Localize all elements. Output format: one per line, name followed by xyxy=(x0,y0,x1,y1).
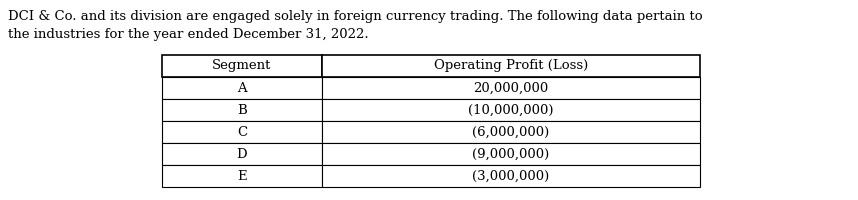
Bar xyxy=(322,55,700,77)
Bar xyxy=(322,77,700,99)
Bar xyxy=(322,121,700,143)
Bar xyxy=(162,55,322,77)
Text: Operating Profit (Loss): Operating Profit (Loss) xyxy=(434,60,588,72)
Bar xyxy=(322,99,700,121)
Bar xyxy=(162,99,322,121)
Bar xyxy=(162,77,322,99)
Text: (10,000,000): (10,000,000) xyxy=(468,104,553,116)
Text: A: A xyxy=(237,82,247,95)
Bar xyxy=(322,165,700,187)
Text: (3,000,000): (3,000,000) xyxy=(473,170,550,182)
Text: the industries for the year ended December 31, 2022.: the industries for the year ended Decemb… xyxy=(8,28,369,41)
Text: Segment: Segment xyxy=(212,60,272,72)
Bar xyxy=(162,121,322,143)
Text: DCI & Co. and its division are engaged solely in foreign currency trading. The f: DCI & Co. and its division are engaged s… xyxy=(8,10,703,23)
Text: D: D xyxy=(237,148,247,160)
Bar xyxy=(162,143,322,165)
Text: B: B xyxy=(237,104,247,116)
Text: C: C xyxy=(237,126,247,138)
Text: 20,000,000: 20,000,000 xyxy=(474,82,548,95)
Bar xyxy=(322,143,700,165)
Text: E: E xyxy=(237,170,247,182)
Bar xyxy=(162,165,322,187)
Text: (6,000,000): (6,000,000) xyxy=(473,126,550,138)
Text: (9,000,000): (9,000,000) xyxy=(473,148,550,160)
